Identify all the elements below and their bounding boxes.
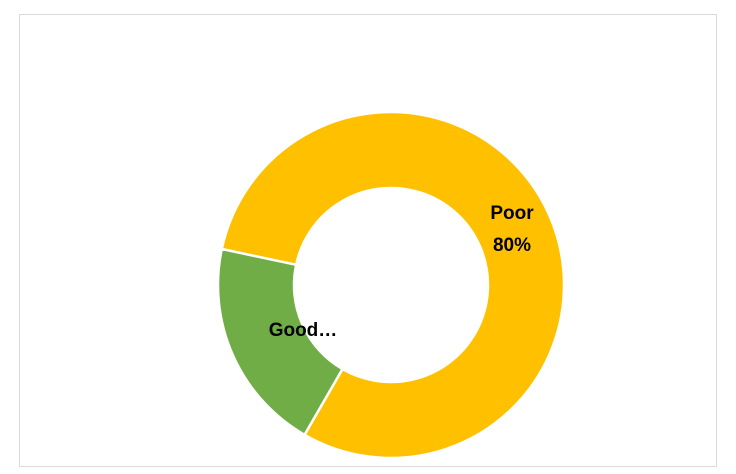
donut-slice (220, 110, 566, 460)
data-label-category: Poor (490, 203, 534, 224)
data-label-value: 80% (493, 235, 531, 256)
data-label-category: Good… (269, 320, 338, 341)
donut-slice (216, 247, 345, 437)
